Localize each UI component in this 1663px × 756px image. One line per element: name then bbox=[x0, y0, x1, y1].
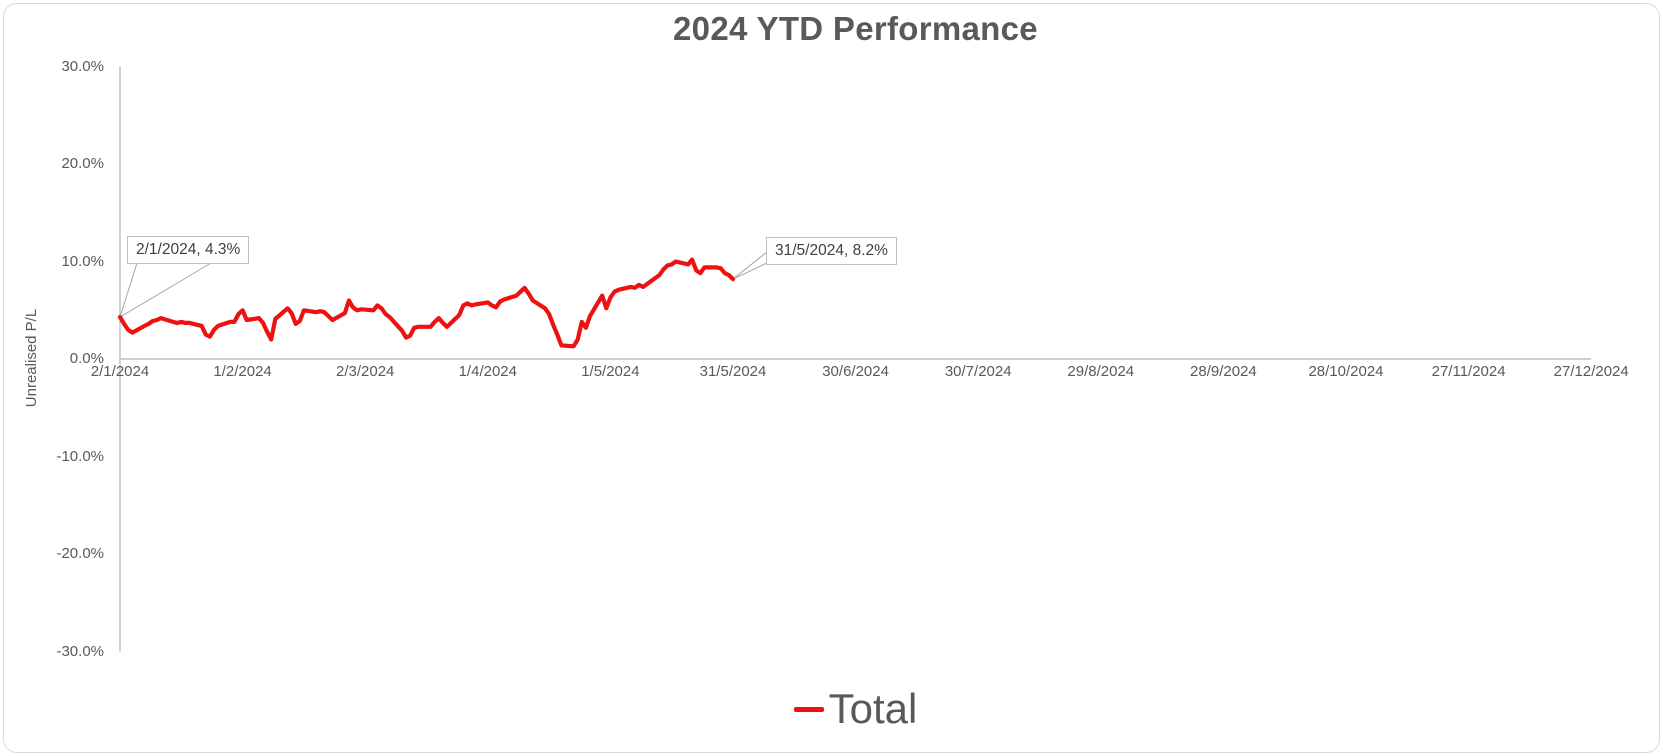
data-label-callout-end: 31/5/2024, 8.2% bbox=[766, 237, 897, 266]
x-tick-label: 2/3/2024 bbox=[335, 363, 395, 380]
y-tick-label: 30.0% bbox=[61, 57, 104, 75]
x-tick-label: 30/7/2024 bbox=[944, 363, 1012, 380]
y-tick-label: -10.0% bbox=[56, 447, 104, 465]
x-tick-label: 29/8/2024 bbox=[1067, 363, 1135, 380]
x-tick-label: 2/1/2024 bbox=[90, 363, 150, 380]
data-label-callout-start: 2/1/2024, 4.3% bbox=[127, 236, 250, 265]
x-tick-label: 1/4/2024 bbox=[458, 363, 517, 380]
x-tick-label: 28/10/2024 bbox=[1308, 363, 1384, 380]
total-series-line bbox=[117, 257, 736, 349]
callout-leader-line bbox=[119, 262, 212, 318]
y-tick-label: -30.0% bbox=[56, 642, 104, 660]
x-tick-label: 30/6/2024 bbox=[822, 363, 889, 380]
x-tick-label: 1/2/2024 bbox=[213, 363, 272, 380]
legend-label-total: Total bbox=[828, 685, 918, 732]
y-tick-label: 0.0% bbox=[69, 350, 104, 367]
x-tick-label: 31/5/2024 bbox=[699, 363, 767, 380]
x-tick-label: 27/12/2024 bbox=[1553, 363, 1629, 380]
x-tick-label: 1/5/2024 bbox=[581, 363, 640, 380]
callout-leader-line bbox=[119, 262, 138, 318]
legend: Total bbox=[120, 685, 1591, 732]
y-tick-label: 10.0% bbox=[61, 252, 104, 270]
y-tick-label: 20.0% bbox=[61, 155, 104, 172]
y-tick-label: -20.0% bbox=[56, 545, 104, 562]
callout-leader-line bbox=[732, 251, 768, 280]
x-tick-label: 27/11/2024 bbox=[1431, 363, 1506, 380]
legend-marker-total bbox=[793, 706, 824, 712]
x-tick-label: 28/9/2024 bbox=[1190, 363, 1257, 380]
callout-leader-line bbox=[732, 262, 768, 280]
chart-title: 2024 YTD Performance bbox=[673, 10, 1038, 47]
